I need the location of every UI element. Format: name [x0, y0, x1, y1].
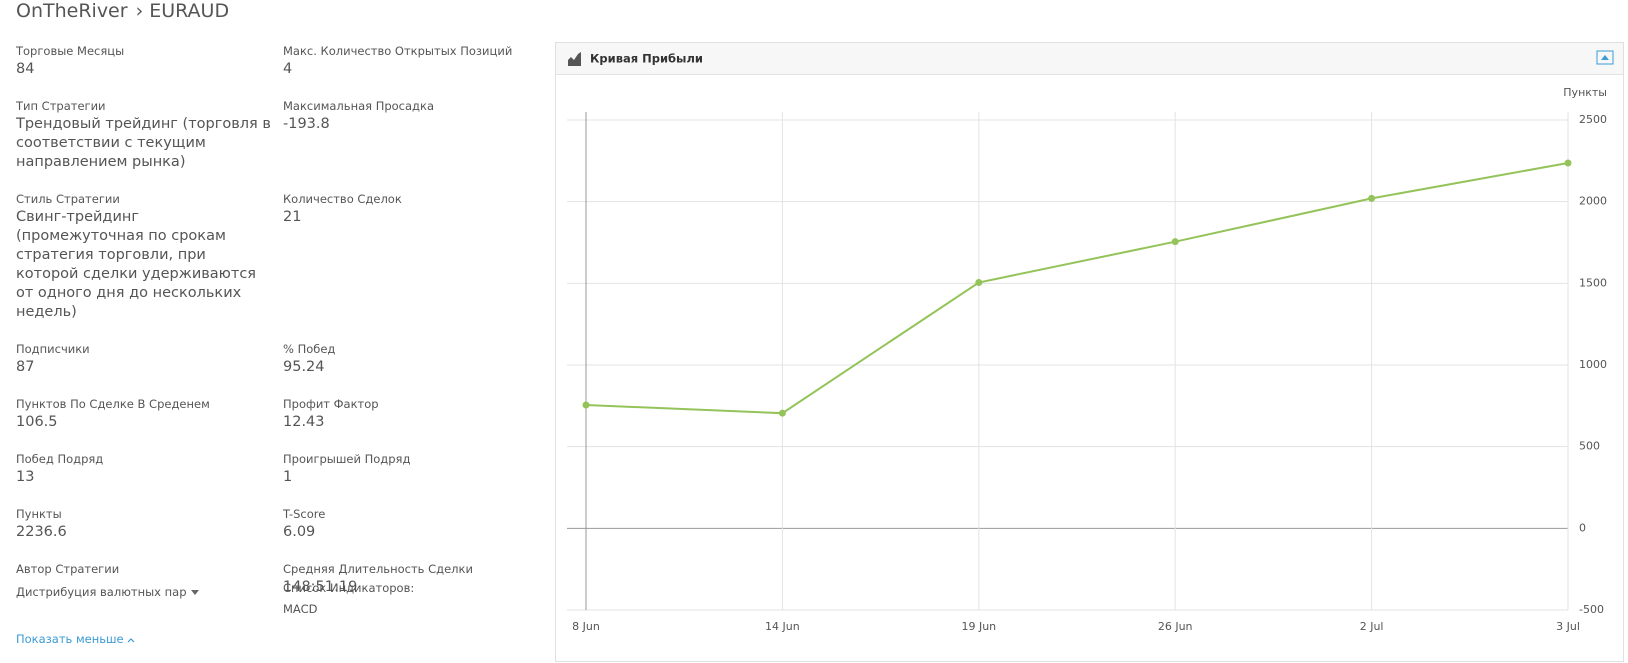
stat-item: Пунктов По Сделке В Среденем 106.5: [16, 396, 283, 432]
stat-item: Торговые Месяцы 84: [16, 43, 283, 79]
stat-label: T-Score: [283, 507, 326, 521]
stat-label: Пунктов По Сделке В Среденем: [16, 397, 210, 411]
y-tick-label: 0: [1579, 521, 1586, 534]
show-less-label[interactable]: Показать меньше: [16, 632, 124, 646]
stat-value: 148:51:19: [283, 579, 358, 595]
indicators-label: Список Индикаторов:: [283, 581, 415, 595]
panel-header: [556, 43, 1623, 74]
stats-grid: Торговые Месяцы 84 Макс. Количество Открыт…: [16, 43, 543, 597]
chart-title: Кривая Прибыли: [590, 52, 703, 66]
stat-value: 21: [283, 209, 302, 225]
stat-label: Побед Подряд: [16, 452, 104, 466]
indicators-value: MACD: [283, 602, 318, 616]
stat-value: 2236.6: [16, 524, 67, 540]
stat-label: Максимальная Просадка: [283, 99, 434, 113]
stat-value: 12.43: [283, 414, 325, 430]
y-axis-label: Пункты: [1563, 86, 1607, 99]
stat-item: Стиль Стратегии Свинг-трейдинг (промежуто…: [16, 191, 283, 322]
stat-item: Количество Сделок 21: [283, 191, 543, 322]
point: [975, 279, 983, 287]
x-tick-label: 26 Jun: [1158, 620, 1193, 633]
y-tick-label: 2000: [1579, 195, 1607, 208]
stat-label: Количество Сделок: [283, 192, 402, 206]
stat-value: 95.24: [283, 359, 325, 375]
chart-icon: [568, 52, 581, 66]
y-tick-label: 500: [1579, 440, 1600, 453]
stat-item: Максимальная Просадка -193.8: [283, 98, 543, 172]
stat-value: 1: [283, 469, 293, 485]
stat-item: Автор Стратегии: [16, 561, 283, 597]
y-tick-label: 1000: [1579, 358, 1607, 371]
stat-value: 84: [16, 61, 35, 77]
distribution-label[interactable]: Дистрибуция валютных пар: [16, 585, 187, 599]
stat-label: Торговые Месяцы: [16, 44, 125, 58]
collapse-button[interactable]: [1596, 50, 1614, 65]
stat-item: Побед Подряд 13: [16, 451, 283, 487]
stat-item: Пункты 2236.6: [16, 506, 283, 542]
stat-label: Стиль Стратегии: [16, 192, 120, 206]
chevron-up: [127, 638, 135, 643]
stat-label: Проигрышей Подряд: [283, 452, 411, 466]
point: [582, 401, 590, 409]
y-tick-label: -500: [1579, 603, 1604, 616]
x-tick-label: 19 Jun: [961, 620, 996, 633]
stat-label: Пункты: [16, 507, 62, 521]
x-tick-label: 8 Jun: [572, 620, 600, 633]
point: [1368, 194, 1376, 202]
show-less-link[interactable]: Показать меньше: [16, 632, 135, 646]
chart: Кривая Прибыли Пункты -500 0 500 1000 1500 20…: [556, 43, 1623, 633]
chart-panel: Кривая Прибыли Пункты -500 0 500 1000 1500 20…: [555, 42, 1624, 662]
account-name[interactable]: OnTheRiver: [16, 0, 128, 22]
stat-value: 106.5: [16, 414, 58, 430]
stat-value: 6.09: [283, 524, 316, 540]
stat-label: % Побед: [283, 342, 336, 356]
stat-item: Средняя Длительность Сделки 148:51:19: [283, 561, 543, 597]
stat-label: Тип Стратегии: [16, 99, 106, 113]
x-tick-label: 2 Jul: [1360, 620, 1384, 633]
stat-item: Профит Фактор 12.43: [283, 396, 543, 432]
stat-label: Макс. Количество Открытых Позиций: [283, 44, 513, 58]
stat-label: Средняя Длительность Сделки: [283, 562, 473, 576]
indicators: Список Индикаторов: MACD: [283, 578, 414, 620]
stat-value: 87: [16, 359, 35, 375]
caret-icon: [191, 590, 200, 595]
collapse-icon: [1601, 55, 1609, 60]
profit-line: [585, 162, 1569, 415]
x-tick-label: 14 Jun: [765, 620, 800, 633]
stat-item: Макс. Количество Открытых Позиций 4: [283, 43, 543, 79]
stat-value: Свинг-трейдинг (промежуточная по срокам …: [16, 209, 257, 320]
symbol: › EURAUD: [135, 0, 230, 22]
point: [778, 409, 786, 417]
stat-item: % Побед 95.24: [283, 341, 543, 377]
stat-value: 4: [283, 61, 293, 77]
stat-label: Подписчики: [16, 342, 90, 356]
breadcrumb: OnTheRiver › EURAUD: [16, 0, 229, 22]
distribution-toggle[interactable]: Дистрибуция валютных пар: [16, 585, 200, 599]
stat-item: Подписчики 87: [16, 341, 283, 377]
stat-item: Тип Стратегии Трендовый трейдинг (торговл…: [16, 98, 283, 172]
y-tick-label: 1500: [1579, 276, 1607, 289]
stat-value: Трендовый трейдинг (торговля в соответст…: [16, 116, 271, 170]
stat-label: Автор Стратегии: [16, 562, 120, 576]
stat-item: T-Score 6.09: [283, 506, 543, 542]
x-tick-label: 3 Jul: [1556, 620, 1580, 633]
stat-item: Проигрышей Подряд 1: [283, 451, 543, 487]
stat-label: Профит Фактор: [283, 397, 379, 411]
point: [1171, 238, 1179, 246]
point: [1564, 159, 1572, 167]
y-tick-label: 2500: [1579, 113, 1607, 126]
stat-value: -193.8: [283, 116, 330, 132]
stat-value: 13: [16, 469, 35, 485]
